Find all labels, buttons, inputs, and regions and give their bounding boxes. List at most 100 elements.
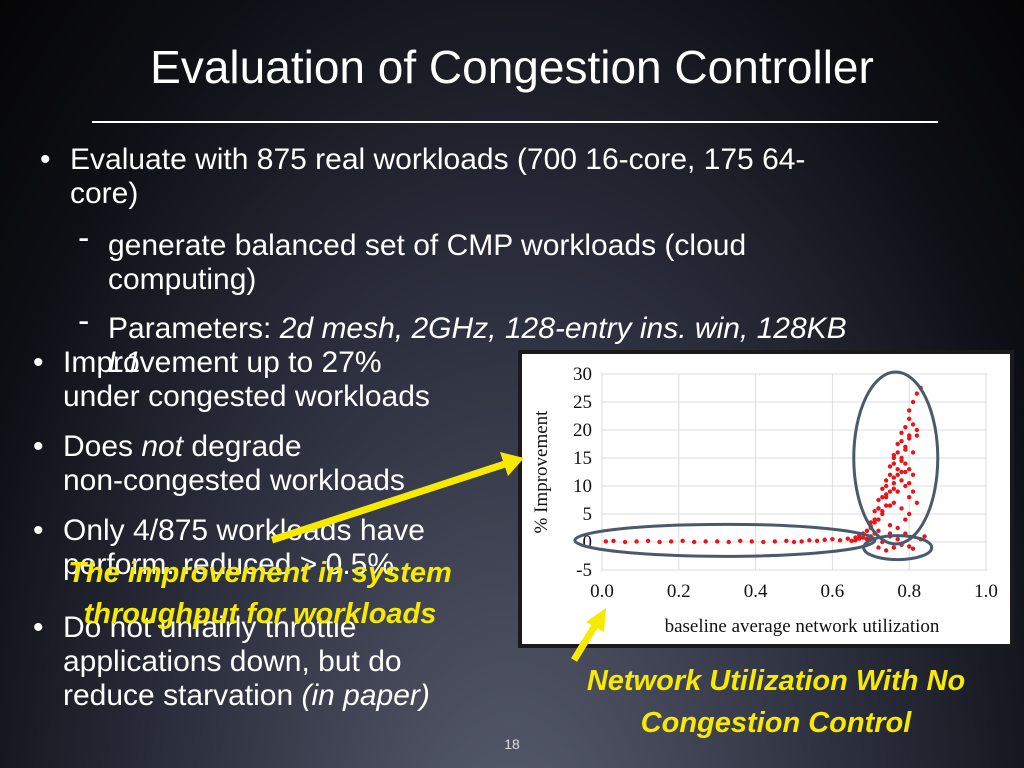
x-tick-label: 0.4 <box>744 581 768 602</box>
data-point <box>887 472 893 477</box>
data-point <box>845 536 850 541</box>
data-point <box>872 520 877 525</box>
network-utilization-callout: Network Utilization With No Congestion C… <box>534 660 1018 744</box>
data-point <box>726 539 731 545</box>
data-point <box>668 539 674 544</box>
bullet-no-degrade-suffix: degrade <box>183 430 302 463</box>
bullet-reduced-line2: perform. reduced > 0.5% <box>63 548 395 581</box>
data-point <box>799 539 804 544</box>
data-point <box>807 538 812 543</box>
network-arrow-head <box>586 608 606 632</box>
data-point <box>907 416 912 421</box>
subbullet-cmp-line2: computing) <box>108 263 257 296</box>
bullet-reduced-line1: Only 4/875 workloads have <box>63 514 425 547</box>
bullet-improvement-line2: under congested workloads <box>63 380 430 413</box>
data-point <box>864 528 870 533</box>
data-point <box>876 506 881 511</box>
data-point <box>603 539 609 544</box>
data-point <box>907 467 912 472</box>
throughput-callout-line2: throughput for workloads <box>83 598 437 630</box>
throughput-callout-line1: The improvement in system <box>68 557 452 589</box>
data-point <box>872 509 877 514</box>
data-point <box>772 539 777 544</box>
bullet-no-degrade-not: not <box>141 430 184 463</box>
data-point <box>910 450 916 455</box>
data-point <box>691 539 697 545</box>
x-axis-label: baseline average network utilization <box>665 616 940 637</box>
bullet-no-degrade: Does not degrade non-congested workloads <box>33 430 405 498</box>
data-point <box>910 546 916 551</box>
data-point <box>876 545 881 550</box>
data-point <box>876 528 881 533</box>
data-point <box>903 425 908 430</box>
data-point <box>880 495 885 500</box>
bullet-throttle-in-paper: (in paper) <box>301 679 430 712</box>
data-point <box>899 478 904 483</box>
data-point <box>899 506 904 511</box>
data-point <box>907 408 912 413</box>
bullet-reduced: Only 4/875 workloads have perform. reduc… <box>33 514 425 582</box>
scatter-chart: 0.0 0.2 0.4 0.6 0.8 1.0 -5 0 5 10 15 20 25 30 baseline… <box>531 364 998 637</box>
data-point <box>761 539 766 545</box>
subbullet-cmp-line1: generate balanced set of CMP workloads (… <box>108 229 747 262</box>
data-point <box>857 536 862 541</box>
y-tick-label: -5 <box>576 560 592 581</box>
data-point <box>791 539 797 545</box>
data-point <box>903 483 908 489</box>
data-point <box>907 511 912 517</box>
data-point <box>645 538 651 544</box>
data-point <box>899 430 904 435</box>
data-point <box>822 537 827 542</box>
bullet-workloads: Evaluate with 875 real workloads (700 16… <box>40 143 806 211</box>
data-point <box>883 483 889 489</box>
data-point <box>910 489 916 494</box>
data-point <box>634 539 639 544</box>
data-point <box>876 497 881 503</box>
data-point <box>910 472 916 477</box>
data-point <box>883 548 889 553</box>
data-point <box>657 539 662 545</box>
data-point <box>895 450 900 455</box>
data-point <box>883 503 889 508</box>
data-point <box>887 489 893 494</box>
data-point <box>891 486 897 491</box>
x-tick-label: 0.6 <box>821 581 845 602</box>
data-point <box>903 517 908 522</box>
bullet-workloads-line1: Evaluate with 875 real workloads (700 16… <box>70 143 806 176</box>
data-point <box>914 433 920 438</box>
parameters-values: 2d mesh, 2GHz, 128-entry ins. win, 128KB <box>279 312 847 345</box>
data-point <box>891 461 897 466</box>
data-point <box>903 469 908 475</box>
x-tick-label: 0.0 <box>590 581 614 602</box>
bullet-throttle: Do not unfairly throttle applications do… <box>33 611 430 713</box>
data-point <box>907 481 912 486</box>
slide-title: Evaluation of Congestion Controller <box>150 41 874 93</box>
data-point <box>880 486 885 491</box>
data-point <box>860 535 866 540</box>
data-point <box>680 538 685 544</box>
data-point <box>891 481 897 486</box>
data-point <box>891 475 897 480</box>
data-point <box>883 495 889 500</box>
data-point <box>895 441 900 447</box>
throughput-callout: The improvement in system throughput for… <box>0 553 520 635</box>
bullet-throttle-line1: Do not unfairly throttle <box>63 611 357 644</box>
data-point <box>887 503 893 508</box>
data-point <box>895 537 900 542</box>
data-point <box>899 469 904 475</box>
data-point <box>622 539 628 545</box>
low-utilization-ellipse <box>573 522 877 558</box>
bullet-improvement-line1: Improvement up to 27% <box>63 346 382 379</box>
data-point <box>910 422 916 427</box>
y-tick-label: 25 <box>573 392 592 413</box>
page-number: 18 <box>504 736 520 752</box>
data-point <box>907 495 912 500</box>
data-point <box>903 461 908 466</box>
data-point <box>914 391 920 396</box>
data-point <box>891 500 897 505</box>
y-tick-label: 20 <box>573 420 592 441</box>
title-divider <box>92 121 938 123</box>
congested-ellipse <box>852 370 940 546</box>
data-point <box>895 467 900 472</box>
